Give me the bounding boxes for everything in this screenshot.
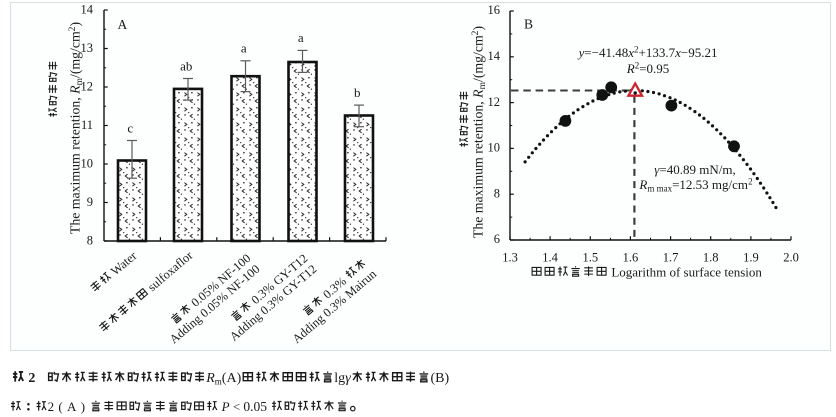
- svg-text:8: 8: [87, 233, 93, 247]
- svg-text:c: c: [127, 120, 133, 135]
- svg-text:12: 12: [81, 79, 94, 93]
- svg-text:The maximum retention,: The maximum retention,: [471, 98, 486, 238]
- svg-text:11: 11: [81, 118, 93, 132]
- svg-text:): ): [81, 399, 85, 414]
- svg-text:lg: lg: [334, 371, 345, 386]
- svg-text:=12.53 mg/cm: =12.53 mg/cm: [672, 177, 748, 192]
- svg-text:R: R: [471, 89, 486, 99]
- svg-text:R: R: [68, 85, 83, 95]
- svg-text:m: m: [478, 81, 488, 89]
- svg-text:6: 6: [494, 232, 500, 246]
- svg-text:10: 10: [81, 156, 94, 170]
- svg-text:x: x: [674, 45, 681, 60]
- svg-text:1.5: 1.5: [582, 251, 598, 265]
- svg-text:a: a: [241, 41, 247, 56]
- svg-text:A: A: [118, 17, 128, 32]
- svg-text:B: B: [524, 17, 533, 32]
- svg-text:ab: ab: [180, 58, 192, 73]
- svg-text:2: 2: [634, 45, 639, 55]
- svg-text:1.4: 1.4: [542, 251, 558, 265]
- svg-text:2: 2: [471, 30, 481, 35]
- svg-text:/(mg/cm: /(mg/cm: [471, 35, 487, 82]
- svg-text:R: R: [205, 371, 215, 386]
- svg-text:16: 16: [488, 3, 501, 17]
- svg-text:2: 2: [748, 177, 753, 187]
- svg-text:): ): [68, 22, 84, 27]
- svg-text:9: 9: [87, 195, 93, 209]
- svg-text:0.05: 0.05: [243, 399, 267, 414]
- svg-text:(A): (A): [222, 371, 242, 386]
- svg-text:2: 2: [48, 399, 55, 414]
- svg-text:2.0: 2.0: [783, 251, 799, 265]
- svg-text:γ: γ: [345, 371, 351, 386]
- svg-text:1.9: 1.9: [743, 251, 759, 265]
- svg-text:<: <: [230, 399, 244, 414]
- svg-text:2: 2: [25, 371, 39, 386]
- svg-text:=40.89 mN/m,: =40.89 mN/m,: [659, 162, 735, 177]
- svg-text:m max: m max: [647, 184, 672, 194]
- svg-text:+133.7: +133.7: [639, 45, 676, 60]
- svg-text:=−41.48: =−41.48: [584, 45, 628, 60]
- svg-text:y: y: [577, 45, 585, 60]
- svg-text:m: m: [75, 77, 85, 85]
- svg-text:R: R: [638, 177, 647, 192]
- svg-text:1.3: 1.3: [502, 251, 518, 265]
- svg-text:14: 14: [81, 2, 94, 16]
- svg-text:2: 2: [635, 61, 640, 71]
- svg-text:x: x: [627, 45, 634, 60]
- svg-text:14: 14: [488, 49, 501, 63]
- svg-text:Logarithm of surface tension: Logarithm of surface tension: [608, 265, 762, 280]
- svg-text:2: 2: [68, 26, 78, 31]
- svg-text:1.7: 1.7: [663, 251, 679, 265]
- svg-text:m: m: [215, 377, 222, 387]
- svg-text:1.8: 1.8: [703, 251, 719, 265]
- svg-text:−95.21: −95.21: [681, 45, 718, 60]
- svg-text:/(mg/cm: /(mg/cm: [68, 31, 84, 78]
- svg-text:P: P: [221, 399, 230, 414]
- svg-text:13: 13: [81, 41, 94, 55]
- svg-text:8: 8: [494, 186, 500, 200]
- svg-text:The maximum retention,: The maximum retention,: [68, 94, 83, 234]
- svg-text:12: 12: [488, 95, 501, 109]
- svg-text:1.6: 1.6: [623, 251, 639, 265]
- svg-text:R: R: [626, 61, 635, 76]
- svg-text:γ: γ: [654, 162, 660, 177]
- svg-text:a: a: [298, 30, 304, 45]
- svg-text:A: A: [67, 399, 77, 414]
- svg-text:=0.95: =0.95: [639, 61, 669, 76]
- svg-text:(B): (B): [431, 371, 450, 386]
- svg-text:(: (: [58, 399, 62, 414]
- svg-text:b: b: [354, 85, 361, 100]
- svg-text:10: 10: [488, 141, 501, 155]
- svg-text:): ): [471, 26, 487, 31]
